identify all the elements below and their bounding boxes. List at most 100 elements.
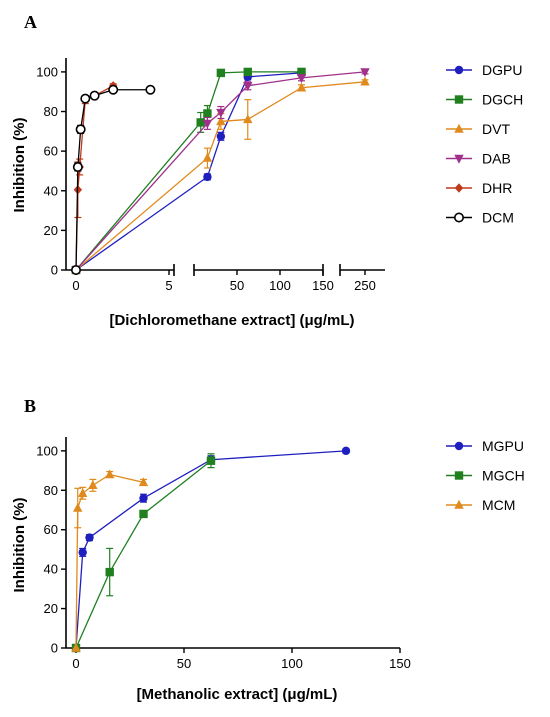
data-point-dgch	[196, 118, 205, 127]
legend-label-dgch: DGCH	[482, 92, 523, 108]
legend-marker-mcm	[454, 499, 464, 509]
data-point-dvt	[360, 76, 370, 86]
y-tick-label: 60	[44, 522, 58, 537]
panel-a-legend: DGPU DGCH DVT DAB DHR DCM	[446, 62, 523, 226]
legend-label-dhr: DHR	[482, 180, 512, 196]
panel-b-plot-area: 0 20 40 60 80 100 0 50 100 150	[36, 437, 411, 671]
data-point-dab	[360, 68, 370, 78]
data-point-dgpu	[203, 172, 212, 182]
data-point-dcm	[75, 124, 86, 135]
series-mcm	[71, 469, 149, 652]
legend-label-mcm: MCM	[482, 497, 515, 513]
data-point-mcm	[73, 502, 83, 512]
series-dab	[71, 68, 370, 276]
data-point-mgpu	[341, 446, 351, 456]
series-dvt	[71, 76, 370, 274]
legend-marker-dab	[454, 154, 464, 164]
legend-marker-dgch	[454, 95, 464, 104]
x-tick-label: 50	[230, 278, 244, 293]
panel-b-letter: B	[24, 396, 36, 416]
x-tick-label: 100	[281, 656, 303, 671]
panel-b-x-axis-label: [Methanolic extract] (μg/mL)	[137, 686, 338, 703]
panel-b-legend: MGPU MGCH MCM	[446, 438, 525, 513]
legend-label-dvt: DVT	[482, 121, 510, 137]
data-point-mgch	[139, 509, 148, 519]
data-point-mcm	[71, 642, 81, 652]
data-point-dab	[296, 74, 307, 84]
x-tick-label: 0	[72, 278, 79, 293]
series-line-mgpu	[75, 450, 347, 649]
data-point-dcm	[145, 84, 156, 95]
legend-marker-dvt	[454, 123, 464, 133]
y-tick-label: 40	[44, 562, 58, 577]
legend-marker-dhr	[454, 183, 464, 193]
y-tick-label: 60	[44, 144, 58, 159]
data-point-dab	[216, 108, 226, 118]
panel-a: A 0 20 40 60 80 100 0 5 50 100 150 250 Inhibition (…	[11, 12, 523, 329]
y-tick-label: 20	[44, 601, 58, 616]
x-tick-label: 0	[72, 656, 79, 671]
x-tick-label: 150	[389, 656, 411, 671]
data-point-dcm	[89, 90, 100, 101]
data-point-dvt	[202, 152, 213, 162]
legend-label-dab: DAB	[482, 151, 511, 167]
legend-marker-dgpu	[454, 65, 464, 75]
data-point-dgpu	[216, 132, 226, 141]
x-tick-label: 150	[312, 278, 334, 293]
legend-label-mgch: MGCH	[482, 468, 525, 484]
data-point-dvt	[243, 114, 253, 124]
data-point-dab	[202, 119, 213, 129]
y-tick-label: 0	[51, 263, 58, 278]
data-point-mcm	[77, 488, 88, 497]
y-tick-label: 0	[51, 641, 58, 656]
data-point-mgpu	[85, 533, 94, 542]
data-point-dgch	[297, 67, 306, 77]
y-tick-label: 80	[44, 483, 58, 498]
data-point-mcm	[104, 469, 115, 479]
series-line-dab	[75, 71, 366, 271]
x-tick-label: 50	[177, 656, 191, 671]
x-tick-label: 250	[354, 278, 376, 293]
y-tick-label: 100	[36, 64, 58, 79]
series-dcm	[71, 84, 156, 275]
panel-a-y-axis-label: Inhibition (%)	[11, 118, 28, 213]
legend-marker-mgpu	[454, 441, 464, 451]
series-line-mcm	[75, 473, 144, 649]
panel-b: B 0 20 40 60 80 100 0 50 100 150 Inhibition (%) […	[11, 396, 525, 703]
legend-label-dcm: DCM	[482, 210, 514, 226]
data-point-mcm	[138, 477, 149, 487]
data-point-dgch	[243, 67, 252, 77]
data-point-dcm	[80, 93, 91, 104]
legend-marker-dcm	[453, 212, 464, 223]
data-point-dcm	[72, 161, 83, 172]
data-point-dvt	[216, 116, 226, 126]
data-point-dab	[243, 82, 253, 91]
data-point-dvt	[296, 82, 307, 92]
panel-b-y-axis-label: Inhibition (%)	[11, 498, 28, 593]
panel-a-letter: A	[24, 12, 37, 32]
data-point-mcm	[88, 480, 98, 490]
y-tick-label: 40	[44, 183, 58, 198]
series-line-dgch	[75, 71, 302, 271]
panel-a-x-axis-label: [Dichloromethane extract] (μg/mL)	[109, 312, 354, 329]
legend-marker-mgch	[454, 471, 464, 480]
series-line-dvt	[75, 81, 366, 271]
panel-a-plot-area: 0 20 40 60 80 100 0 5 50 100 150 250	[36, 58, 385, 293]
data-point-mgch	[105, 567, 114, 577]
x-tick-label: 100	[269, 278, 291, 293]
y-tick-label: 80	[44, 104, 58, 119]
data-point-dcm	[108, 84, 119, 95]
data-point-mgpu	[78, 548, 87, 557]
data-point-mgpu	[139, 493, 148, 503]
legend-label-dgpu: DGPU	[482, 62, 522, 78]
data-point-dgch	[216, 68, 226, 78]
y-tick-label: 20	[44, 223, 58, 238]
data-point-dgch	[203, 109, 212, 118]
y-tick-label: 100	[36, 443, 58, 458]
x-tick-label: 5	[165, 278, 172, 293]
legend-label-mgpu: MGPU	[482, 438, 524, 454]
series-line-mgch	[75, 460, 212, 649]
data-point-mgch	[206, 456, 216, 465]
data-point-dcm	[71, 264, 82, 275]
